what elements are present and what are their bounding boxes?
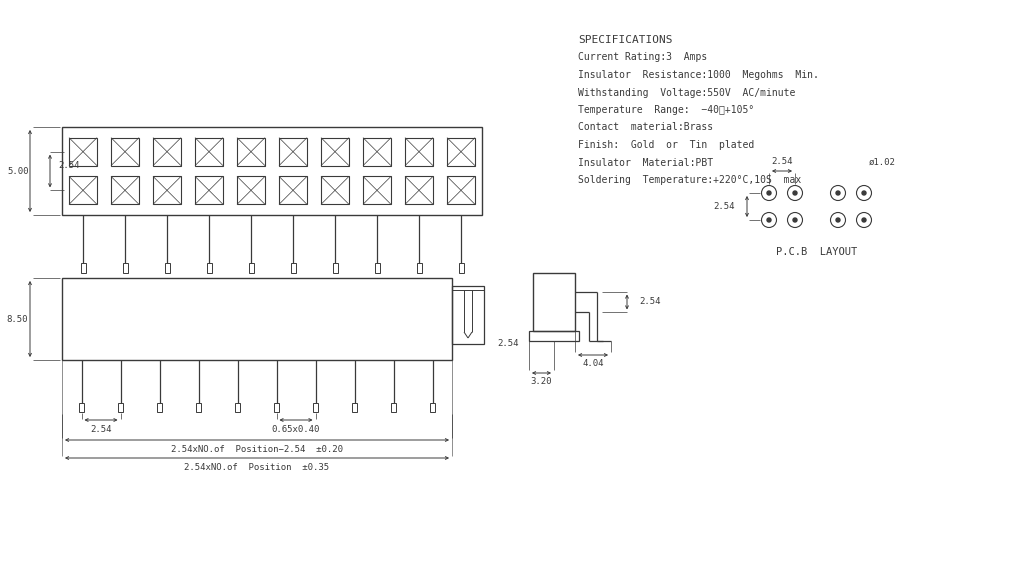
Bar: [375, 263, 380, 273]
Text: P.C.B  LAYOUT: P.C.B LAYOUT: [776, 247, 857, 257]
Text: 2.54xNO.of  Position  ±0.35: 2.54xNO.of Position ±0.35: [184, 463, 330, 472]
Bar: [69, 177, 97, 205]
Bar: [118, 403, 123, 412]
Text: 5.00: 5.00: [7, 167, 29, 175]
Text: Insulator  Material:PBT: Insulator Material:PBT: [578, 157, 713, 167]
Bar: [237, 138, 265, 166]
Circle shape: [836, 218, 840, 222]
Bar: [279, 177, 307, 205]
Bar: [62, 127, 482, 215]
Text: Soldering  Temperature:+220°C,10S  max: Soldering Temperature:+220°C,10S max: [578, 175, 801, 185]
Bar: [529, 331, 579, 341]
Text: 4.04: 4.04: [583, 360, 604, 368]
Bar: [447, 138, 475, 166]
Text: 2.54: 2.54: [498, 339, 519, 349]
Circle shape: [767, 218, 771, 222]
Text: 0.65x0.40: 0.65x0.40: [271, 424, 321, 434]
Bar: [391, 403, 396, 412]
Circle shape: [862, 218, 866, 222]
Bar: [321, 177, 349, 205]
Bar: [291, 263, 296, 273]
Text: 8.50: 8.50: [6, 314, 28, 324]
Text: 2.54xNO.of  Position−2.54  ±0.20: 2.54xNO.of Position−2.54 ±0.20: [171, 445, 343, 455]
Bar: [157, 403, 162, 412]
Bar: [352, 403, 357, 412]
Bar: [81, 263, 85, 273]
Bar: [406, 138, 433, 166]
Text: Finish:  Gold  or  Tin  plated: Finish: Gold or Tin plated: [578, 140, 755, 150]
Bar: [417, 263, 422, 273]
Text: Insulator  Resistance:1000  Megohms  Min.: Insulator Resistance:1000 Megohms Min.: [578, 70, 819, 80]
Circle shape: [793, 218, 797, 222]
Text: 2.54: 2.54: [58, 160, 80, 170]
Bar: [406, 177, 433, 205]
Bar: [111, 177, 139, 205]
Bar: [153, 177, 181, 205]
Bar: [165, 263, 170, 273]
Bar: [69, 138, 97, 166]
Text: Contact  material:Brass: Contact material:Brass: [578, 122, 713, 132]
Bar: [321, 138, 349, 166]
Text: ø1.02: ø1.02: [869, 157, 896, 167]
Bar: [430, 403, 435, 412]
Bar: [313, 403, 318, 412]
Bar: [534, 273, 575, 331]
Circle shape: [793, 191, 797, 195]
Bar: [249, 263, 254, 273]
Bar: [207, 263, 212, 273]
Bar: [333, 263, 338, 273]
Bar: [79, 403, 84, 412]
Bar: [195, 138, 223, 166]
Bar: [195, 177, 223, 205]
Text: 2.54: 2.54: [771, 157, 793, 167]
Bar: [362, 138, 391, 166]
Text: Temperature  Range:  −40～+105°: Temperature Range: −40～+105°: [578, 105, 755, 115]
Bar: [196, 403, 201, 412]
Bar: [62, 278, 452, 360]
Text: 2.54: 2.54: [90, 424, 112, 434]
Bar: [123, 263, 128, 273]
Text: SPECIFICATIONS: SPECIFICATIONS: [578, 35, 673, 45]
Text: 2.54: 2.54: [639, 297, 660, 307]
Text: 3.20: 3.20: [530, 378, 552, 387]
Bar: [279, 138, 307, 166]
Bar: [362, 177, 391, 205]
Bar: [153, 138, 181, 166]
Circle shape: [836, 191, 840, 195]
Text: Withstanding  Voltage:550V  AC/minute: Withstanding Voltage:550V AC/minute: [578, 87, 796, 97]
Bar: [234, 403, 240, 412]
Circle shape: [767, 191, 771, 195]
Bar: [111, 138, 139, 166]
Bar: [452, 286, 484, 344]
Circle shape: [862, 191, 866, 195]
Text: Current Rating:3  Amps: Current Rating:3 Amps: [578, 52, 708, 62]
Bar: [237, 177, 265, 205]
Bar: [459, 263, 464, 273]
Text: 2.54: 2.54: [714, 202, 735, 211]
Bar: [274, 403, 279, 412]
Bar: [447, 177, 475, 205]
